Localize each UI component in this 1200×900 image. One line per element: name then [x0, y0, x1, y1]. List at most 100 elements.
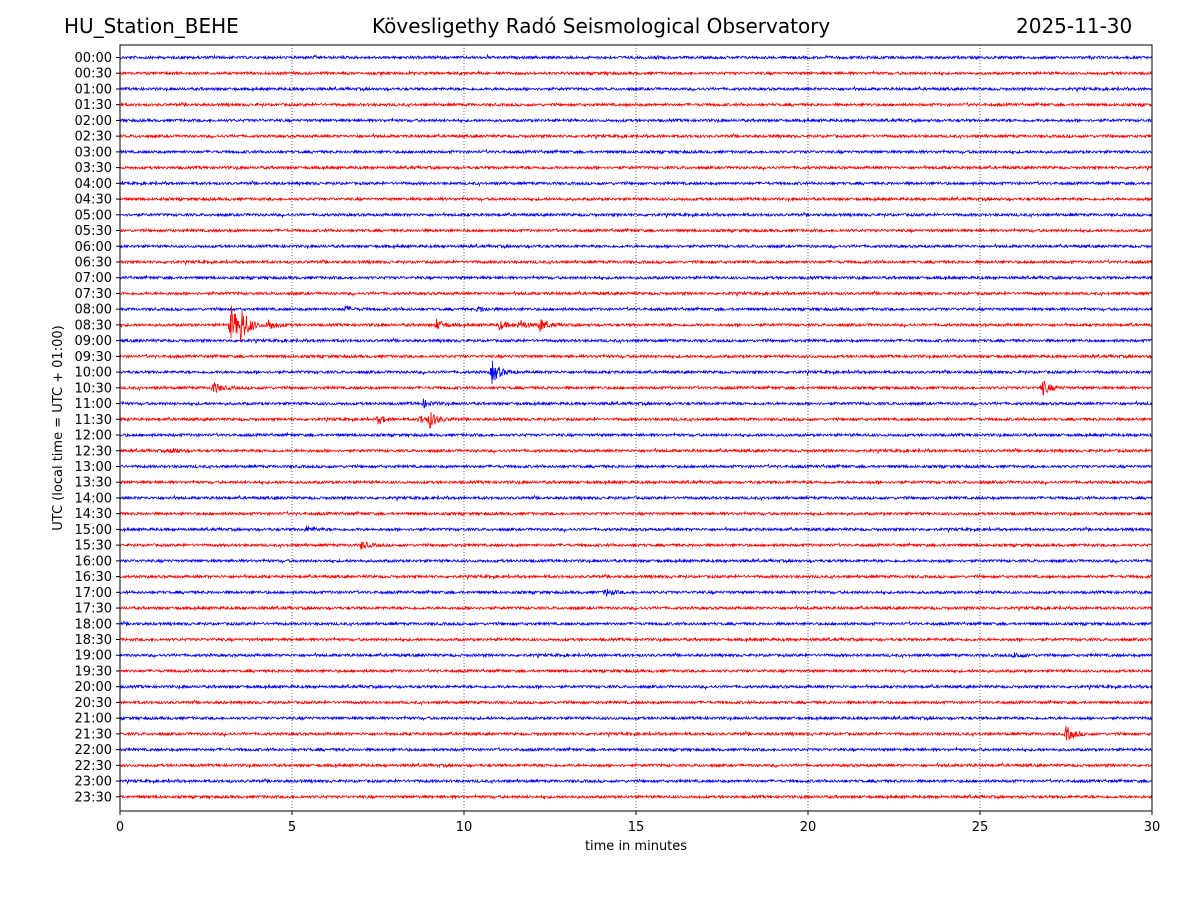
- y-tick-label: 11:00: [75, 397, 112, 412]
- y-tick-label: 04:00: [75, 177, 112, 192]
- y-tick-label: 23:30: [75, 790, 112, 805]
- trace-1700: [119, 588, 1153, 598]
- trace-0900: [119, 337, 1153, 345]
- trace-2100: [119, 714, 1153, 722]
- x-tick-label: 15: [628, 820, 645, 835]
- y-tick-label: 01:30: [75, 98, 112, 113]
- trace-0530: [119, 227, 1152, 234]
- y-tick-label: 07:30: [75, 287, 112, 302]
- y-tick-label: 10:30: [75, 381, 112, 396]
- y-tick-label: 01:00: [75, 82, 112, 97]
- y-tick-label: 06:00: [75, 240, 112, 255]
- x-tick-label: 20: [800, 820, 817, 835]
- y-tick-label: 21:30: [75, 727, 112, 742]
- x-tick-label: 5: [288, 820, 296, 835]
- y-tick-label: 20:00: [75, 680, 112, 695]
- trace-1730: [119, 604, 1153, 612]
- trace-0630: [119, 258, 1153, 266]
- trace-1130: [119, 412, 1153, 430]
- trace-1830: [119, 636, 1153, 643]
- y-tick-label: 15:30: [75, 539, 112, 554]
- trace-1230: [119, 447, 1153, 455]
- y-tick-label: 05:30: [75, 224, 112, 239]
- y-tick-label: 02:30: [75, 130, 112, 145]
- trace-0500: [119, 211, 1153, 219]
- trace-1300: [119, 463, 1153, 470]
- y-tick-label: 13:30: [75, 476, 112, 491]
- y-tick-label: 12:00: [75, 429, 112, 444]
- y-tick-label: 20:30: [75, 696, 112, 711]
- chart-title: Kövesligethy Radó Seismological Observat…: [372, 14, 831, 38]
- y-tick-label: 07:00: [75, 271, 112, 286]
- trace-0330: [119, 164, 1153, 172]
- trace-1400: [119, 494, 1153, 502]
- trace-0030: [119, 70, 1153, 78]
- y-tick-label: 16:30: [75, 570, 112, 585]
- trace-0300: [119, 148, 1153, 156]
- trace-0700: [119, 274, 1153, 281]
- y-tick-label: 14:30: [75, 507, 112, 522]
- trace-0130: [119, 101, 1153, 109]
- y-tick-label: 17:30: [75, 602, 112, 617]
- y-tick-label: 19:30: [75, 664, 112, 679]
- y-tick-label: 17:00: [75, 586, 112, 601]
- trace-0400: [119, 179, 1153, 187]
- y-tick-label: 04:30: [75, 193, 112, 208]
- trace-1900: [119, 651, 1153, 659]
- y-tick-label: 06:30: [75, 255, 112, 270]
- y-tick-label: 03:00: [75, 145, 112, 160]
- x-tick-label: 10: [456, 820, 473, 835]
- y-tick-label: 18:30: [75, 633, 112, 648]
- trace-1200: [119, 431, 1153, 439]
- y-tick-label: 13:00: [75, 460, 112, 475]
- trace-1330: [119, 479, 1153, 486]
- trace-0600: [119, 242, 1153, 250]
- trace-0930: [120, 353, 1153, 360]
- trace-0830: [119, 305, 1153, 343]
- y-tick-label: 03:30: [75, 161, 112, 176]
- trace-0230: [119, 132, 1153, 140]
- y-axis-label: UTC (local time = UTC + 01:00): [51, 325, 66, 530]
- y-tick-label: 18:00: [75, 617, 112, 632]
- trace-0730: [119, 289, 1153, 298]
- trace-1800: [119, 620, 1153, 628]
- y-tick-label: 23:00: [75, 775, 112, 790]
- y-tick-label: 15:00: [75, 523, 112, 538]
- x-axis-label: time in minutes: [585, 839, 687, 854]
- trace-2230: [119, 761, 1153, 769]
- x-tick-label: 25: [972, 820, 989, 835]
- y-tick-label: 05:00: [75, 208, 112, 223]
- trace-0800: [119, 304, 1153, 313]
- trace-1500: [119, 525, 1153, 534]
- trace-2000: [119, 683, 1153, 691]
- trace-1030: [119, 380, 1153, 396]
- x-tick-label: 30: [1144, 820, 1161, 835]
- y-tick-label: 22:00: [75, 743, 112, 758]
- y-tick-label: 12:30: [75, 444, 112, 459]
- trace-1000: [119, 360, 1153, 384]
- y-tick-label: 16:00: [75, 554, 112, 569]
- x-tick-label: 0: [116, 820, 124, 835]
- trace-1930: [120, 667, 1153, 675]
- trace-0000: [119, 53, 1153, 61]
- chart-date: 2025-11-30: [1016, 14, 1133, 38]
- trace-1630: [119, 573, 1153, 581]
- trace-1600: [119, 557, 1152, 565]
- y-tick-label: 09:00: [75, 334, 112, 349]
- y-tick-label: 21:00: [75, 712, 112, 727]
- y-tick-label: 11:30: [75, 413, 112, 428]
- y-tick-label: 09:30: [75, 350, 112, 365]
- y-tick-label: 08:00: [75, 303, 112, 318]
- trace-2130: [119, 726, 1153, 741]
- trace-1530: [119, 541, 1153, 550]
- y-tick-label: 22:30: [75, 759, 112, 774]
- trace-1100: [119, 398, 1153, 409]
- trace-1430: [119, 510, 1153, 517]
- y-tick-label: 14:00: [75, 491, 112, 506]
- trace-2330: [120, 793, 1153, 800]
- y-tick-label: 02:00: [75, 114, 112, 129]
- trace-2200: [119, 746, 1153, 753]
- y-tick-label: 00:00: [75, 51, 112, 66]
